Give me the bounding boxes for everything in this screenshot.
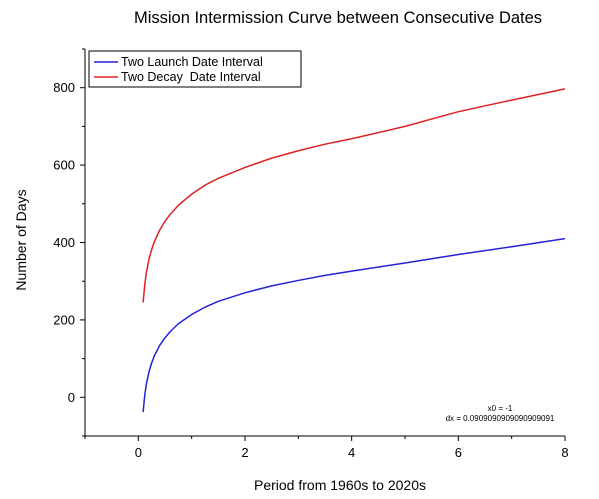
legend-label-launch: Two Launch Date Interval [121,55,263,69]
x-tick-label: 4 [348,445,355,460]
x-tick-label: 6 [455,445,462,460]
x-axis-ticks: 0 2 4 6 8 [84,436,569,460]
legend-label-decay: Two Decay Date Interval [121,70,261,84]
x-tick-label: 2 [241,445,248,460]
x-tick-label: 0 [135,445,142,460]
series-layer [142,88,566,413]
chart-title: Mission Intermission Curve between Conse… [134,9,542,27]
plot-area [84,49,565,437]
y-tick-label: 200 [53,312,75,327]
annotation-x0: x0 = -1 [488,404,513,413]
y-tick-label: 600 [53,158,75,173]
legend-box [88,50,302,88]
series-line-1 [142,88,566,303]
y-tick-label: 0 [68,390,75,405]
x-tick-label: 8 [561,445,568,460]
x-axis-label: Period from 1960s to 2020s [254,477,426,493]
series-line-0 [142,237,566,413]
y-axis-ticks: 0 200 400 600 800 [53,48,85,437]
y-tick-label: 800 [53,80,75,95]
y-axis-label: Number of Days [13,189,29,290]
annotation-dx: dx = 0.0909090909090909091 [446,414,555,423]
legend: Two Launch Date Interval Two Decay Date … [88,50,302,88]
y-tick-label: 400 [53,235,75,250]
